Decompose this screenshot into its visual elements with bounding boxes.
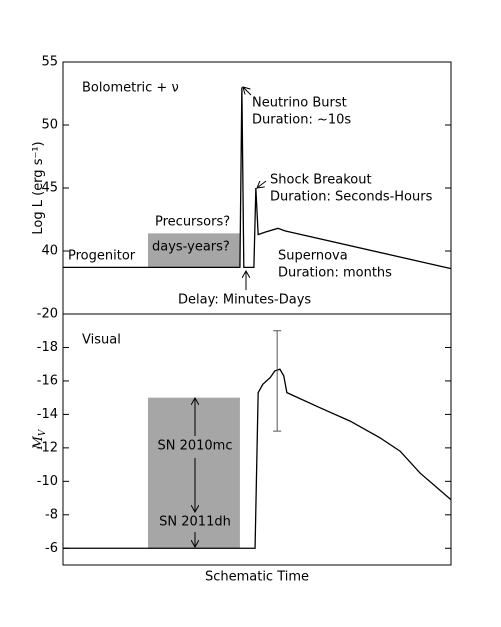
y-tick-label: -18 [37,340,58,355]
y-tick-label: -6 [45,541,58,556]
y-tick-label: -20 [37,307,58,322]
data-line [63,87,452,270]
annotation: Shock Breakout [270,173,372,188]
annotation: Duration: ~10s [252,113,351,128]
plot-frame [62,313,452,566]
y-axis-label: Log L (erg s⁻¹) [31,141,46,234]
y-tick-label: -8 [45,507,58,522]
y-tick-label: 50 [41,118,58,133]
x-axis-label: Schematic Time [205,570,309,585]
annotation: Supernova [278,249,348,264]
y-tick-label: -16 [37,373,58,388]
annotation: Duration: Seconds-Hours [270,190,433,205]
y-axis-label-text: M [31,435,46,450]
annotation: SN 2010mc [157,439,232,454]
arrow [257,181,267,188]
arrow [243,87,252,96]
y-tick-label: -14 [37,407,58,422]
annotation: Visual [82,333,121,348]
annotation: Progenitor [68,249,136,264]
annotation: days-years? [152,240,230,255]
y-tick-label: -10 [37,474,58,489]
annotation: Precursors? [155,215,230,230]
annotation: SN 2011dh [159,515,231,530]
y-tick-label: -12 [37,440,58,455]
y-tick-label: 55 [41,55,58,70]
y-axis-label: MV [31,428,48,450]
annotation: Neutrino Burst [252,96,347,111]
y-axis-label-text: Log L (erg s⁻¹) [31,141,46,234]
shaded-region [147,397,240,549]
y-axis-label-sub: V [38,428,48,436]
annotation: Bolometric + ν [82,81,179,96]
annotation: Duration: months [278,266,392,281]
y-tick-label: 45 [41,181,58,196]
shaded-region [147,233,240,268]
y-tick-label: 40 [41,244,58,259]
annotation: Delay: Minutes-Days [178,293,311,308]
data-line [63,368,452,549]
